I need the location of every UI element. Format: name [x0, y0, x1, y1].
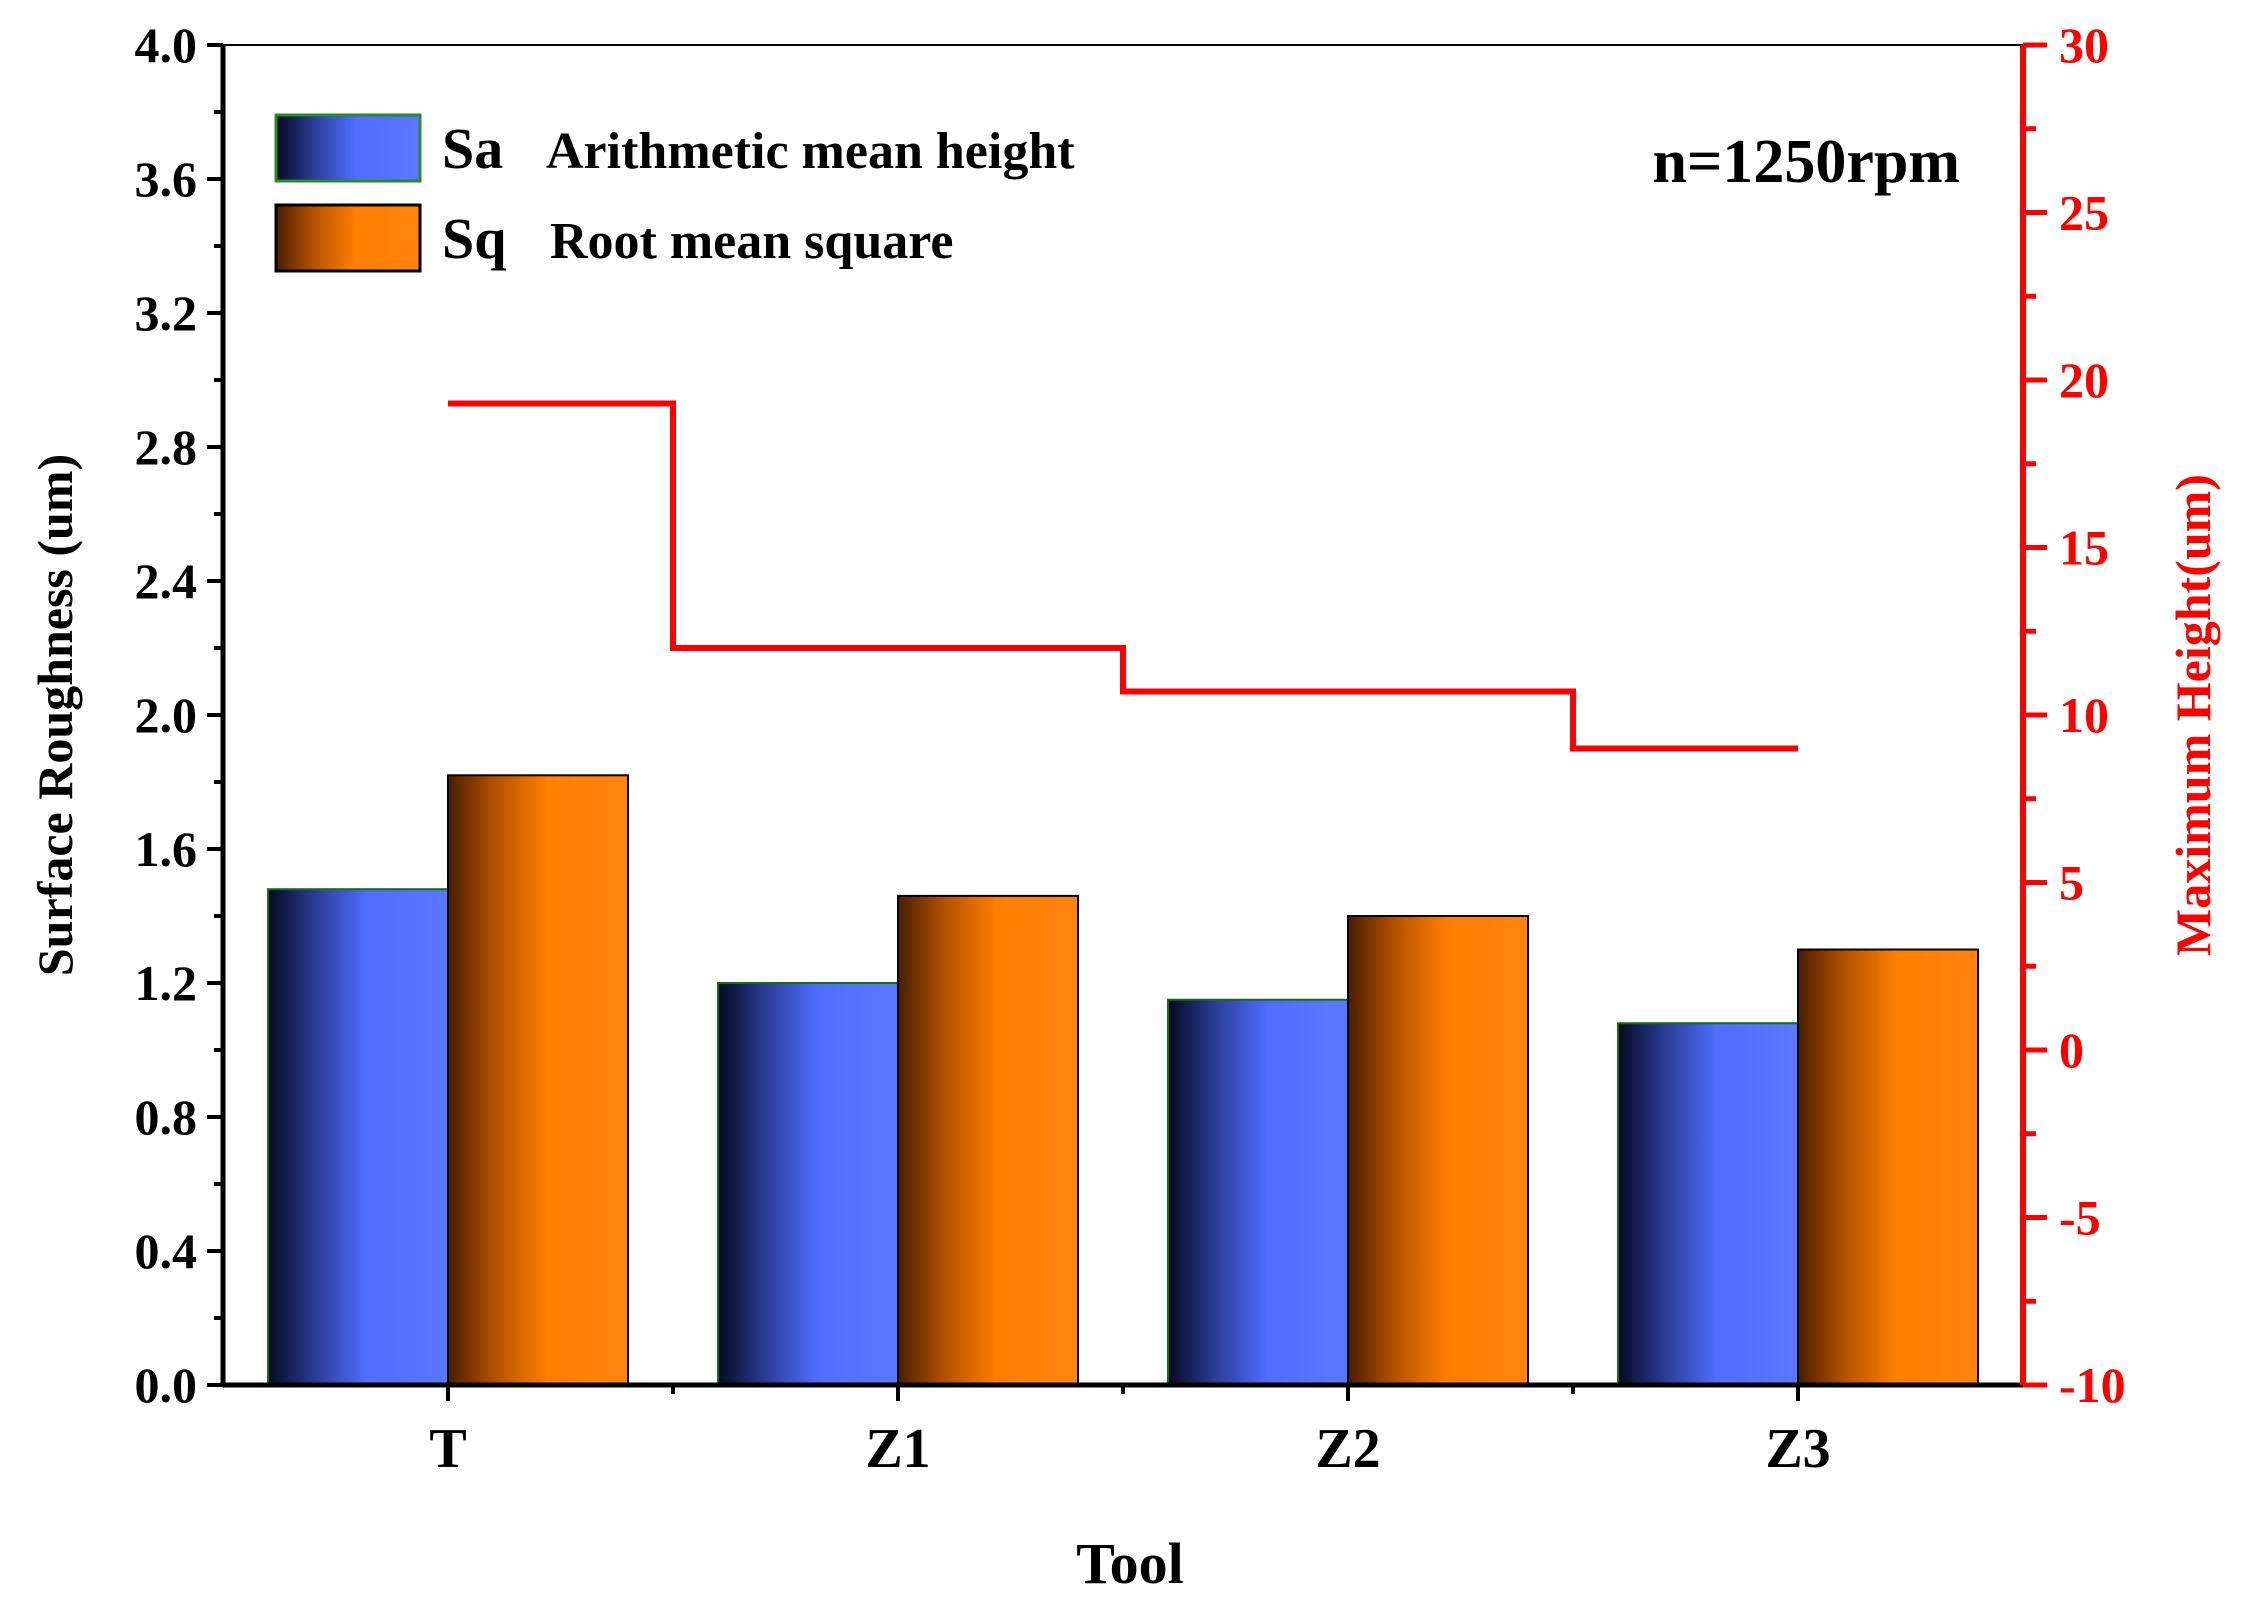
- bar-sa-z2: [1167, 998, 1349, 1386]
- y-tick-label: 1.2: [135, 955, 198, 1011]
- y-tick-label: 2.4: [135, 553, 198, 609]
- y2-tick-label: 25: [2059, 185, 2109, 241]
- bars-group: [267, 774, 1979, 1387]
- bar-sq-z2: [1347, 915, 1529, 1386]
- legend-swatch-sa: [274, 113, 422, 183]
- legend-label-sq-desc: Root mean square: [550, 213, 953, 270]
- legend-label-sa-name: Sa: [442, 116, 503, 181]
- bar-sq-z1: [897, 894, 1079, 1387]
- y-tick-label: 0.8: [135, 1089, 198, 1145]
- y-tick-label: 1.6: [135, 821, 198, 877]
- legend-label-sq-name: Sq: [442, 206, 507, 271]
- y2-tick-label: 15: [2059, 520, 2109, 576]
- y2-tick-label: 20: [2059, 352, 2109, 408]
- y2-tick-label: -10: [2059, 1357, 2126, 1413]
- y2-tick-label: -5: [2059, 1190, 2101, 1246]
- legend-swatch-sq: [274, 203, 422, 273]
- y-tick-label: 3.2: [135, 285, 198, 341]
- y2-tick-label: 10: [2059, 687, 2109, 743]
- legend-label-sa-desc: Arithmetic mean height: [546, 123, 1075, 180]
- x-axis-ticks: T Z1 Z2 Z3: [429, 1385, 1831, 1480]
- x-tick-label-z2: Z2: [1315, 1418, 1380, 1480]
- max-height-line-group: [448, 400, 1798, 752]
- y-tick-label: 3.6: [135, 151, 198, 207]
- y-tick-label: 2.8: [135, 419, 198, 475]
- x-axis-title: Tool: [1076, 1531, 1183, 1596]
- rpm-annotation: n=1250rpm: [1653, 128, 1960, 196]
- bar-sa-z1: [717, 982, 899, 1386]
- y-tick-label: 2.0: [135, 687, 198, 743]
- bar-sq-z3: [1797, 948, 1979, 1386]
- max-height-line: [448, 400, 1798, 752]
- legend: Sa Arithmetic mean height Sq Root mean s…: [274, 113, 1075, 273]
- y-tick-label: 4.0: [135, 17, 198, 73]
- bar-sa-t: [267, 888, 449, 1386]
- y2-tick-label: 0: [2059, 1022, 2084, 1078]
- right-axis-ticks: -10 -5 0 5 10 15 20 25 30: [2023, 17, 2126, 1413]
- y2-tick-label: 30: [2059, 17, 2109, 73]
- left-axis-ticks: 0.0 0.4 0.8 1.2 1.6 2.0 2.4 2.8 3.2 3.6 4.0: [135, 17, 223, 1413]
- y-axis-title: Surface Roughness (um): [27, 454, 83, 976]
- y-tick-label: 0.4: [135, 1223, 198, 1279]
- x-tick-label-z3: Z3: [1765, 1418, 1830, 1480]
- bar-sq-t: [447, 774, 629, 1386]
- y-tick-label: 0.0: [135, 1357, 198, 1413]
- x-tick-label-t: T: [429, 1418, 466, 1480]
- y2-axis-title: Maximum Height(um): [2165, 474, 2221, 956]
- bar-sa-z3: [1617, 1022, 1799, 1386]
- y2-tick-label: 5: [2059, 855, 2084, 911]
- x-tick-label-z1: Z1: [865, 1418, 930, 1480]
